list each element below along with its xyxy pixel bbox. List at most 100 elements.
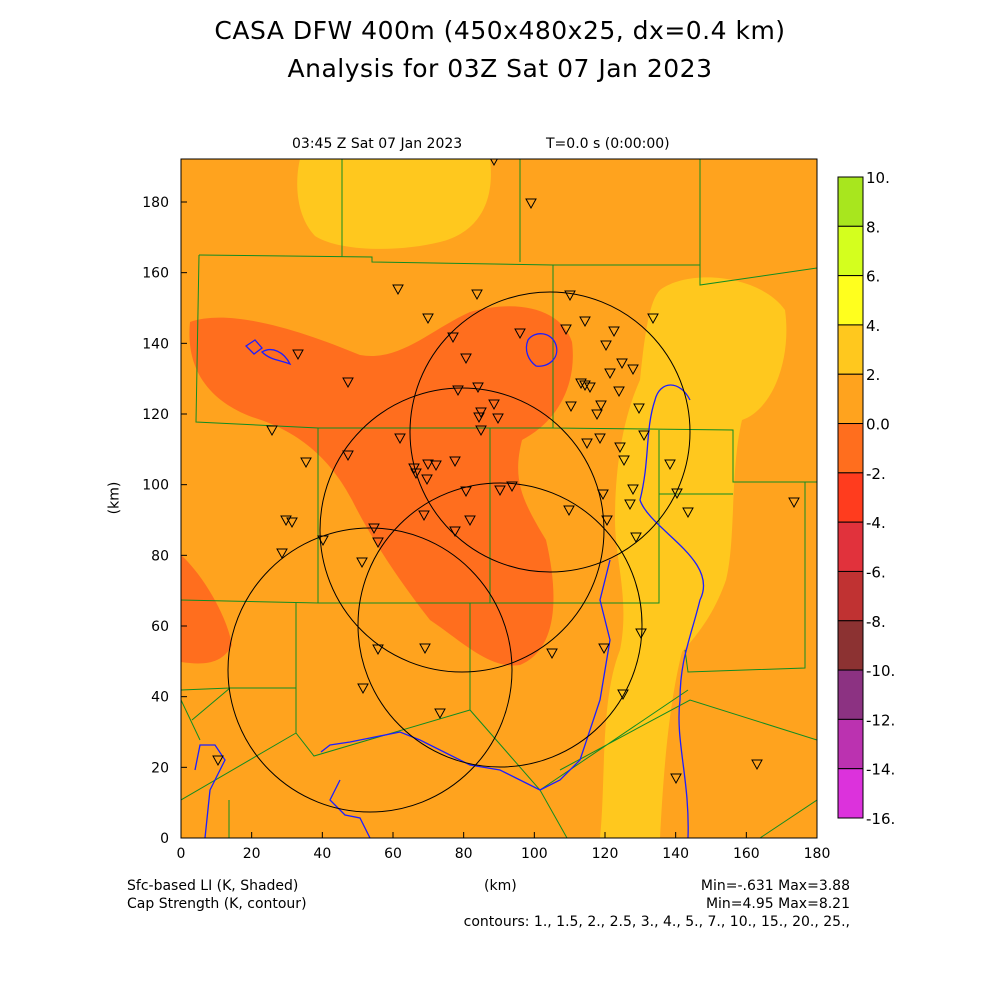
station-marker xyxy=(286,517,298,529)
station-marker xyxy=(488,399,500,411)
colorbar-swatch xyxy=(837,423,864,474)
station-marker xyxy=(419,643,431,655)
station-marker xyxy=(356,557,368,569)
x-tick-label: 180 xyxy=(804,846,831,862)
station-marker xyxy=(447,332,459,344)
li-2-to-4-region-north xyxy=(297,159,491,249)
radar-ring xyxy=(357,482,643,768)
station-marker xyxy=(452,385,464,397)
shaded-field xyxy=(181,159,817,838)
valid-time: 03:45 Z Sat 07 Jan 2023 xyxy=(292,136,463,152)
station-marker xyxy=(460,353,472,365)
y-tick-label: 0 xyxy=(160,831,169,847)
station-marker xyxy=(614,442,626,454)
colorbar-label: 6. xyxy=(866,268,880,286)
title-line-1: CASA DFW 400m (450x480x25, dx=0.4 km) xyxy=(214,16,786,45)
county-boundaries xyxy=(181,159,817,838)
station-marker xyxy=(671,488,683,500)
station-marker xyxy=(492,413,504,425)
station-marker xyxy=(300,457,312,469)
station-marker xyxy=(788,497,800,509)
station-marker xyxy=(494,485,506,497)
colorbar-swatch xyxy=(837,225,864,277)
station-marker xyxy=(591,409,603,421)
station-marker xyxy=(633,403,645,415)
station-marker xyxy=(751,759,763,771)
colorbar-swatch xyxy=(837,373,864,425)
y-tick-label: 140 xyxy=(142,336,169,352)
shaded-field-label: Sfc-based LI (K, Shaded) xyxy=(127,878,299,894)
y-tick-label: 160 xyxy=(142,266,169,282)
station-marker xyxy=(276,548,288,560)
colorbar-label: 4. xyxy=(866,317,880,335)
station-marker xyxy=(604,368,616,380)
contour-levels: contours: 1., 1.5, 2., 2.5, 3., 4., 5., … xyxy=(463,914,850,930)
colorbar-swatch xyxy=(837,768,864,819)
y-tick-label: 40 xyxy=(151,690,169,706)
station-marker xyxy=(560,324,572,336)
colorbar-swatch xyxy=(837,521,864,572)
station-marker xyxy=(664,459,676,471)
station-marker xyxy=(342,377,354,389)
station-marker xyxy=(392,284,404,296)
station-marker xyxy=(581,438,593,450)
station-marker xyxy=(357,683,369,695)
station-marker xyxy=(471,289,483,301)
contour-minmax: Min=4.95 Max=8.21 xyxy=(705,896,850,912)
station-marker xyxy=(266,425,278,437)
station-marker xyxy=(647,313,659,325)
colorbar-label: -16. xyxy=(866,810,895,828)
plot-frame xyxy=(180,158,818,839)
colorbar-swatch xyxy=(837,176,864,227)
colorbar-label: 8. xyxy=(866,218,880,236)
axes: 0 20 40 60 80 100 120 140 160 180 0 20 40 60 80 100 120 1… xyxy=(142,195,830,862)
station-marker xyxy=(601,515,613,527)
station-marker xyxy=(372,644,384,656)
x-tick-label: 140 xyxy=(662,846,689,862)
x-tick-label: 0 xyxy=(177,846,186,862)
station-marker xyxy=(317,535,329,547)
station-marker xyxy=(490,159,498,167)
rivers-and-lakes xyxy=(194,333,705,838)
station-marker xyxy=(514,328,526,340)
station-marker xyxy=(449,526,461,538)
station-marker xyxy=(212,755,224,767)
colorbar-label: -8. xyxy=(866,613,886,631)
colorbar-swatch xyxy=(837,570,864,622)
station-marker xyxy=(475,425,487,437)
contour-field-label: Cap Strength (K, contour) xyxy=(127,896,307,912)
y-axis-label: (km) xyxy=(106,481,123,515)
colorbar-swatch xyxy=(837,472,864,523)
colorbar-swatch xyxy=(837,620,864,671)
colorbar-label: -14. xyxy=(866,761,895,779)
colorbar-swatch xyxy=(837,324,864,375)
station-marker xyxy=(421,474,433,486)
station-marker xyxy=(472,382,484,394)
y-tick-label: 120 xyxy=(142,407,169,423)
station-marker xyxy=(422,313,434,325)
colorbar-label: -4. xyxy=(866,514,886,532)
station-marker xyxy=(597,489,609,501)
x-axis-label: (km) xyxy=(484,878,517,894)
x-tick-label: 80 xyxy=(455,846,473,862)
station-marker xyxy=(430,460,442,472)
station-marker xyxy=(579,316,591,328)
colorbar-label: 2. xyxy=(866,366,880,384)
station-marker xyxy=(546,648,558,660)
shaded-minmax: Min=-.631 Max=3.88 xyxy=(700,878,850,894)
station-marker xyxy=(624,499,636,511)
station-marker xyxy=(600,340,612,352)
station-marker xyxy=(682,507,694,519)
x-tick-label: 160 xyxy=(733,846,760,862)
y-tick-label: 180 xyxy=(142,195,169,211)
y-tick-label: 80 xyxy=(151,548,169,564)
x-tick-label: 100 xyxy=(521,846,548,862)
station-marker xyxy=(449,456,461,468)
li-minus2-to-0-region-sw xyxy=(181,555,232,664)
station-marker xyxy=(368,523,380,535)
li-minus2-to-0-region xyxy=(189,306,573,666)
station-marker xyxy=(670,773,682,785)
station-marker xyxy=(460,486,472,498)
station-marker xyxy=(627,364,639,376)
station-marker xyxy=(434,708,446,720)
